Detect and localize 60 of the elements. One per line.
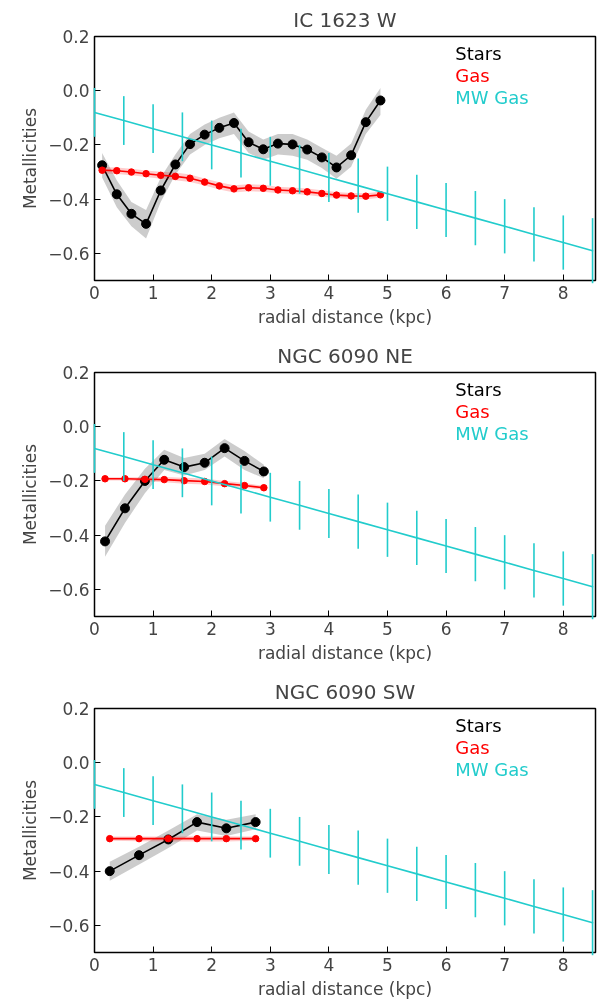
- x-tick-label: 4: [323, 618, 335, 639]
- y-tick-label: 0.2: [62, 27, 90, 47]
- text: Stars: [455, 43, 502, 65]
- x-axis-title: radial distance (kpc): [257, 978, 433, 999]
- y-tick-label: 0.2: [62, 363, 90, 383]
- x-tick-label: 3: [264, 618, 276, 639]
- text: MW Gas: [455, 423, 529, 444]
- x-tick-label: 2: [206, 282, 218, 303]
- y-tick-label: −0.4: [48, 525, 90, 546]
- y-tick-label: −0.6: [48, 579, 90, 600]
- x-tick-label: 8: [557, 954, 569, 975]
- y-tick-label: −0.2: [48, 471, 90, 492]
- chart-title: NGC 6090 SW: [274, 679, 416, 704]
- x-tick-label: 3: [264, 954, 276, 975]
- x-tick-label: 0: [89, 618, 100, 639]
- text: Stars: [455, 715, 502, 737]
- x-tick-label: 2: [206, 954, 218, 975]
- x-tick-label: 4: [323, 954, 335, 975]
- y-tick-label: −0.6: [48, 915, 90, 936]
- text: Stars: [455, 379, 502, 401]
- y-tick-label: −0.4: [48, 189, 90, 210]
- text: Gas: [455, 401, 490, 423]
- y-tick-label: −0.6: [48, 243, 90, 264]
- x-tick-label: 4: [323, 282, 335, 303]
- y-axis-title: Metallicities: [20, 779, 41, 882]
- chart-title: IC 1623 W: [293, 7, 397, 32]
- y-tick-label: −0.4: [48, 861, 90, 882]
- x-tick-label: 7: [499, 954, 511, 975]
- y-axis-title: Metallicities: [20, 107, 41, 210]
- y-tick-label: 0.0: [62, 417, 90, 438]
- x-tick-label: 0: [89, 282, 100, 303]
- x-tick-label: 1: [147, 282, 159, 303]
- text: MW Gas: [455, 759, 529, 780]
- y-tick-label: 0.0: [62, 81, 90, 102]
- text: MW Gas: [455, 87, 529, 108]
- x-tick-label: 6: [440, 618, 452, 639]
- chart-title: NGC 6090 NE: [277, 343, 413, 368]
- x-tick-label: 8: [557, 282, 569, 303]
- x-tick-label: 5: [382, 954, 393, 975]
- y-tick-label: −0.2: [48, 135, 90, 156]
- x-axis-title: radial distance (kpc): [257, 306, 433, 327]
- x-tick-label: 3: [264, 282, 276, 303]
- x-tick-label: 6: [440, 282, 452, 303]
- x-tick-label: 1: [147, 954, 159, 975]
- x-tick-label: 8: [557, 618, 569, 639]
- x-tick-label: 1: [147, 618, 159, 639]
- x-tick-label: 7: [499, 282, 511, 303]
- y-tick-label: 0.2: [62, 699, 90, 719]
- x-tick-label: 7: [499, 618, 511, 639]
- text: Gas: [455, 737, 490, 759]
- x-axis-title: radial distance (kpc): [257, 642, 433, 663]
- text: Gas: [455, 65, 490, 87]
- y-axis-title: Metallicities: [20, 443, 41, 546]
- y-tick-label: 0.0: [62, 753, 90, 774]
- x-tick-label: 2: [206, 618, 218, 639]
- y-tick-label: −0.2: [48, 807, 90, 828]
- x-tick-label: 0: [89, 954, 100, 975]
- x-tick-label: 6: [440, 954, 452, 975]
- x-tick-label: 5: [382, 282, 393, 303]
- x-tick-label: 5: [382, 618, 393, 639]
